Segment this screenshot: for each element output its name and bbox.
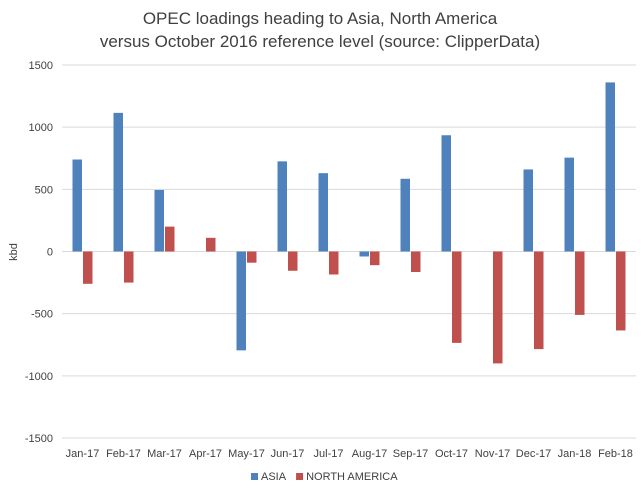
gridlines bbox=[62, 64, 636, 439]
legend: ASIA NORTH AMERICA bbox=[251, 471, 398, 483]
bar-asia bbox=[277, 161, 287, 252]
bar-asia bbox=[359, 251, 369, 257]
bar-north-america bbox=[452, 251, 462, 343]
chart-title: OPEC loadings heading to Asia, North Ame… bbox=[100, 9, 540, 51]
bar-north-america bbox=[411, 251, 421, 273]
y-tick-label: -500 bbox=[31, 309, 53, 321]
y-tick-label: 1000 bbox=[29, 122, 53, 134]
x-tick-label: Sep-17 bbox=[393, 448, 428, 460]
x-tick-label: Aug-17 bbox=[352, 448, 387, 460]
x-axis-ticks: Jan-17 Feb-17 Mar-17 Apr-17 May-17 Jun-17 Jul-… bbox=[66, 448, 633, 460]
bar-asia bbox=[113, 112, 123, 252]
bar-north-america bbox=[329, 251, 339, 275]
bar-north-america bbox=[165, 226, 175, 252]
x-tick-label: Jan-18 bbox=[558, 448, 592, 460]
bar-north-america bbox=[575, 251, 585, 315]
bar-north-america bbox=[124, 251, 134, 283]
bar-north-america bbox=[247, 251, 257, 263]
bar-north-america bbox=[493, 251, 503, 364]
bar-north-america bbox=[370, 251, 380, 266]
bar-asia bbox=[564, 157, 574, 252]
x-tick-label: Mar-17 bbox=[147, 448, 182, 460]
bar-north-america bbox=[206, 237, 216, 252]
y-tick-label: -1500 bbox=[25, 433, 53, 445]
bar-asia bbox=[72, 159, 82, 252]
legend-label-asia: ASIA bbox=[261, 471, 287, 483]
x-tick-label: Oct-17 bbox=[435, 448, 468, 460]
x-tick-label: Feb-18 bbox=[598, 448, 633, 460]
chart-title-line-2: versus October 2016 reference level (sou… bbox=[100, 32, 540, 51]
bar-asia bbox=[318, 173, 328, 252]
bar-asia bbox=[154, 189, 164, 252]
x-tick-label: Feb-17 bbox=[106, 448, 141, 460]
y-axis-label: kbd bbox=[8, 243, 20, 261]
bar-asia bbox=[400, 178, 410, 252]
x-tick-label: Nov-17 bbox=[475, 448, 510, 460]
x-tick-label: Apr-17 bbox=[189, 448, 222, 460]
x-tick-label: Dec-17 bbox=[516, 448, 551, 460]
x-tick-label: Jun-17 bbox=[271, 448, 305, 460]
y-tick-label: -1000 bbox=[25, 371, 53, 383]
x-tick-label: Jul-17 bbox=[314, 448, 344, 460]
y-tick-label: 1500 bbox=[29, 60, 53, 72]
bar-north-america bbox=[616, 251, 626, 331]
y-tick-label: 0 bbox=[47, 247, 53, 259]
bar-asia bbox=[236, 251, 246, 351]
legend-swatch-asia bbox=[251, 473, 258, 480]
x-tick-label: Jan-17 bbox=[66, 448, 100, 460]
legend-label-north-america: NORTH AMERICA bbox=[306, 471, 398, 483]
y-tick-label: 500 bbox=[35, 184, 53, 196]
bar-north-america bbox=[83, 251, 93, 284]
chart-title-line-1: OPEC loadings heading to Asia, North Ame… bbox=[143, 9, 498, 28]
bar-asia bbox=[441, 135, 451, 252]
bar-asia bbox=[523, 169, 533, 252]
legend-swatch-north-america bbox=[296, 473, 304, 480]
bars bbox=[72, 82, 626, 364]
bar-north-america bbox=[534, 251, 544, 350]
y-axis-ticks: 1500 1000 500 0 -500 -1000 -1500 bbox=[25, 60, 53, 445]
bar-asia bbox=[605, 82, 615, 252]
bar-north-america bbox=[288, 251, 298, 271]
x-tick-label: May-17 bbox=[228, 448, 265, 460]
